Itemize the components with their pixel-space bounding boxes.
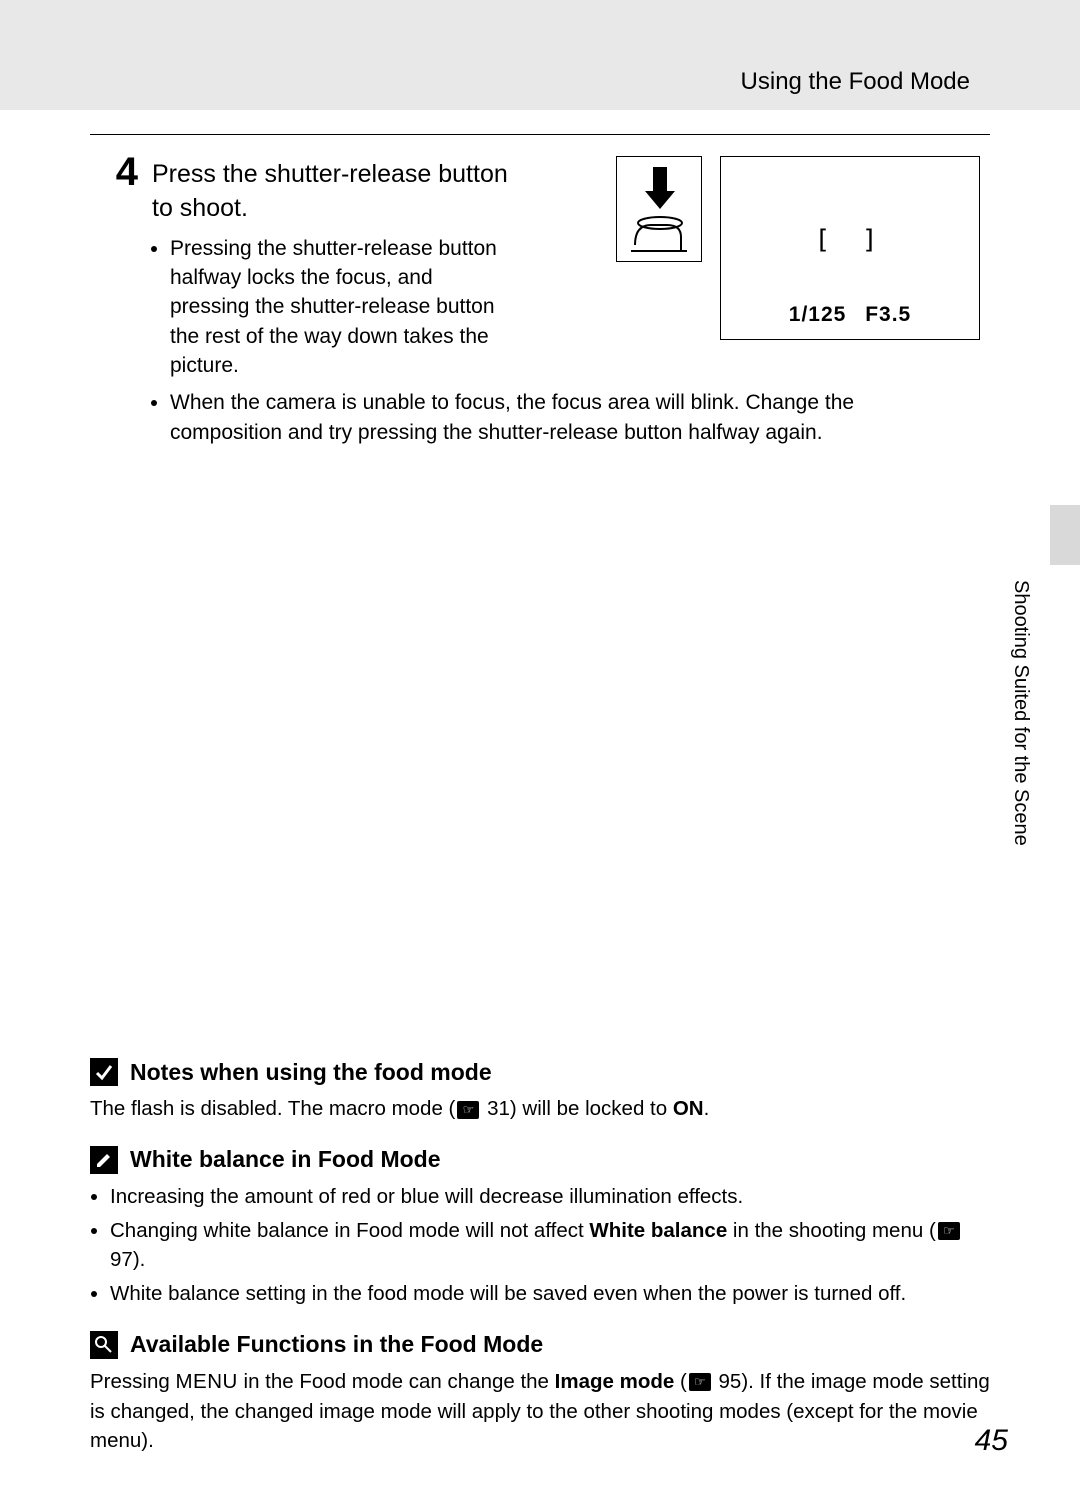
text-bold: Image mode [555, 1370, 675, 1393]
text: in the Food mode can change the [238, 1370, 555, 1393]
pencil-icon [90, 1146, 118, 1174]
focus-brackets: [ ] [815, 225, 886, 255]
page-header: Using the Food Mode [0, 0, 1080, 110]
section-side-label: Shooting Suited for the Scene [1009, 580, 1032, 846]
note-body-1: The flash is disabled. The macro mode (☞… [90, 1094, 990, 1124]
text: The flash is disabled. The macro mode ( [90, 1097, 455, 1120]
aperture-value: F3.5 [865, 303, 911, 326]
page-ref: 97 [110, 1248, 133, 1271]
page-ref-icon: ☞ [689, 1373, 711, 1391]
note-title: Available Functions in the Food Mode [130, 1331, 543, 1358]
step-bullets-wide: When the camera is unable to focus, the … [152, 388, 872, 447]
manual-page: Using the Food Mode 4 Press the shutter-… [0, 0, 1080, 1486]
note-heading-3: Available Functions in the Food Mode [90, 1331, 990, 1359]
step-title: Press the shutter-release button to shoo… [152, 154, 532, 226]
text: Changing white balance in Food mode will… [110, 1219, 589, 1242]
page-ref-icon: ☞ [938, 1222, 960, 1240]
note-title: White balance in Food Mode [130, 1146, 441, 1173]
page-number: 45 [975, 1424, 1008, 1458]
viewfinder-display-icon: [ ] 1/125 F3.5 [720, 156, 980, 340]
page-ref: 31 [487, 1097, 510, 1120]
step-bullets: Pressing the shutter-release button half… [152, 234, 512, 381]
check-icon [90, 1058, 118, 1086]
page-content: 4 Press the shutter-release button to sh… [0, 110, 1080, 1486]
text: in the shooting menu ( [727, 1219, 936, 1242]
list-item: When the camera is unable to focus, the … [170, 388, 872, 447]
shutter-speed-value: 1/125 [789, 303, 847, 326]
notes-region: Notes when using the food mode The flash… [90, 1036, 990, 1456]
section-tab [1050, 505, 1080, 565]
list-item: Pressing the shutter-release button half… [170, 234, 512, 381]
step-block: 4 Press the shutter-release button to sh… [0, 134, 1080, 451]
page-ref-icon: ☞ [457, 1101, 479, 1119]
note-body-2: Increasing the amount of red or blue wil… [90, 1182, 990, 1309]
note-heading-1: Notes when using the food mode [90, 1058, 990, 1086]
horizontal-rule [90, 134, 990, 135]
text-bold: ON [673, 1097, 704, 1120]
info-icon [90, 1331, 118, 1359]
text: ). [133, 1248, 146, 1271]
note-body-3: Pressing MENU in the Food mode can chang… [90, 1367, 990, 1456]
note-title: Notes when using the food mode [130, 1059, 492, 1086]
step-number: 4 [100, 152, 138, 192]
text: . [704, 1097, 710, 1120]
note-heading-2: White balance in Food Mode [90, 1146, 990, 1174]
list-item: Changing white balance in Food mode will… [110, 1216, 990, 1275]
shutter-press-svg [617, 157, 703, 263]
list-item: Increasing the amount of red or blue wil… [110, 1182, 990, 1212]
list-item: White balance setting in the food mode w… [110, 1279, 990, 1309]
shutter-press-icon [616, 156, 702, 262]
text: ) will be locked to [510, 1097, 673, 1120]
text-bold: White balance [589, 1219, 727, 1242]
text: Pressing [90, 1370, 175, 1393]
header-title: Using the Food Mode [741, 68, 970, 96]
menu-label: MENU [175, 1370, 237, 1393]
exposure-readout: 1/125 F3.5 [721, 303, 979, 327]
text: ( [674, 1370, 687, 1393]
step-illustrations: [ ] 1/125 F3.5 [616, 156, 980, 340]
page-ref: 95 [719, 1370, 742, 1393]
